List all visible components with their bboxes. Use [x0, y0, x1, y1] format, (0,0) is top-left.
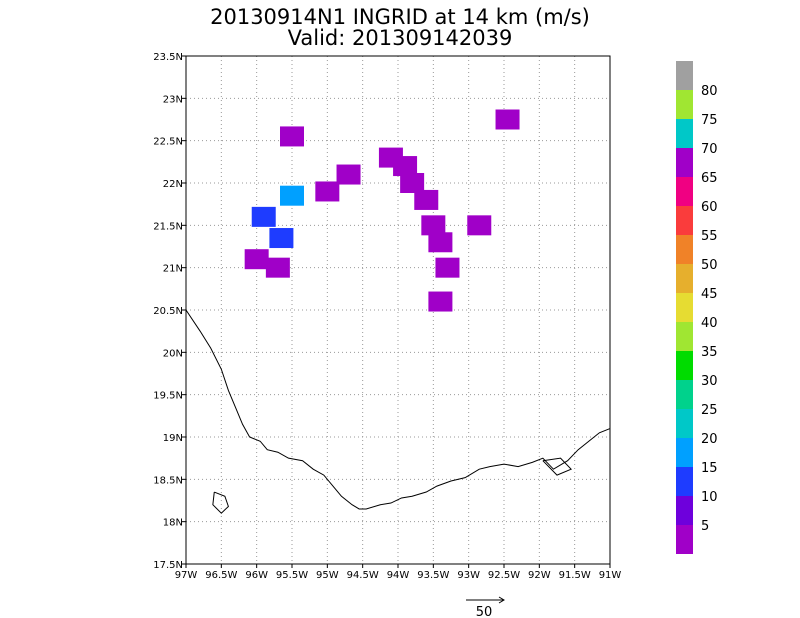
wind-cell — [467, 215, 492, 236]
coastline-lagoon — [542, 457, 572, 476]
colorbar-label: 35 — [701, 345, 718, 360]
x-tick-label: 92W — [528, 570, 551, 581]
colorbar-label: 65 — [701, 171, 718, 186]
gridlines — [186, 56, 610, 564]
y-tick-label: 23N — [163, 94, 183, 105]
wind-cell — [280, 126, 304, 147]
colorbar-swatch — [676, 119, 693, 148]
wind-cell — [244, 249, 269, 270]
coastline — [185, 309, 611, 514]
colorbar-label: 75 — [701, 113, 718, 128]
wind-cell — [269, 228, 294, 249]
colorbar-swatch — [676, 525, 693, 554]
x-tick-label: 92.5W — [488, 570, 520, 581]
x-tick-label: 96.5W — [205, 570, 237, 581]
wind-cell — [400, 173, 425, 193]
x-tick-label: 91W — [599, 570, 622, 581]
colorbar-swatch — [676, 61, 693, 90]
colorbar-label: 10 — [701, 490, 718, 505]
colorbar-swatch — [676, 293, 693, 322]
y-tick-label: 20N — [163, 348, 183, 359]
y-tick-label: 22.5N — [153, 137, 183, 148]
y-tick-label: 17.5N — [153, 560, 183, 571]
colorbar-swatch — [676, 496, 693, 525]
wind-cell — [315, 181, 340, 202]
colorbar-label: 20 — [701, 432, 718, 447]
x-tick-label: 94W — [387, 570, 410, 581]
wind-cell — [393, 156, 418, 177]
y-tick-label: 18N — [163, 518, 183, 529]
colorbar-swatch — [676, 467, 693, 496]
wind-cell — [336, 164, 361, 185]
wind-cell — [280, 185, 304, 206]
colorbar-label: 5 — [701, 519, 709, 534]
y-axis-ticks: 23.5N 23N 22.5N 22N 21.5N 21N 20.5N 20N 19.5N 19N… — [153, 52, 186, 571]
colorbar-label: 30 — [701, 374, 718, 389]
y-tick-label: 22N — [163, 179, 183, 190]
reference-vector-label: 50 — [476, 605, 493, 618]
wind-cell — [414, 189, 439, 210]
reference-vector: 50 — [466, 596, 505, 618]
colorbar-swatch — [676, 90, 693, 119]
colorbar-swatch — [676, 409, 693, 438]
colorbar: 5 10 15 20 25 30 35 40 45 50 55 60 65 70 75 80 — [676, 61, 718, 554]
colorbar-swatch — [676, 351, 693, 380]
colorbar-swatch — [676, 264, 693, 293]
x-tick-label: 95W — [316, 570, 339, 581]
colorbar-label: 60 — [701, 200, 718, 215]
wind-cell — [251, 206, 276, 227]
wind-cell — [428, 291, 453, 312]
y-tick-label: 23.5N — [153, 52, 183, 63]
y-tick-label: 21.5N — [153, 221, 183, 232]
x-axis-ticks: 97W 96.5W 96W 95.5W 95W 94.5W 94W 93.5W 93W 92.5W… — [175, 564, 622, 581]
colorbar-label: 55 — [701, 229, 718, 244]
wind-cells — [244, 109, 520, 312]
colorbar-swatch — [676, 322, 693, 351]
colorbar-label: 40 — [701, 316, 718, 331]
colorbar-label: 15 — [701, 461, 718, 476]
colorbar-swatch — [676, 438, 693, 467]
wind-cell — [428, 232, 453, 253]
colorbar-swatch — [676, 380, 693, 409]
x-tick-label: 93W — [457, 570, 480, 581]
x-tick-label: 96W — [245, 570, 268, 581]
wind-cell — [421, 215, 446, 236]
y-tick-label: 20.5N — [153, 306, 183, 317]
x-tick-label: 91.5W — [559, 570, 591, 581]
colorbar-label: 80 — [701, 84, 718, 99]
colorbar-swatch — [676, 235, 693, 264]
x-tick-label: 95.5W — [276, 570, 308, 581]
colorbar-label: 50 — [701, 258, 718, 273]
colorbar-swatch — [676, 148, 693, 177]
colorbar-label: 70 — [701, 142, 718, 157]
colorbar-label: 45 — [701, 287, 718, 302]
map-title: 20130914N1 INGRID at 14 km (m/s) — [210, 5, 590, 29]
colorbar-swatch — [676, 206, 693, 235]
wind-cell — [265, 257, 290, 278]
map-valid-time: Valid: 201309142039 — [287, 26, 513, 50]
x-tick-label: 94.5W — [347, 570, 379, 581]
colorbar-swatch — [676, 177, 693, 206]
y-tick-label: 19.5N — [153, 391, 183, 402]
x-tick-label: 97W — [175, 570, 198, 581]
y-tick-label: 21N — [163, 264, 183, 275]
y-tick-label: 19N — [163, 433, 183, 444]
reference-arrow-head — [498, 596, 505, 604]
coastline-lake — [212, 491, 229, 514]
coastline-gulf — [185, 309, 611, 510]
wind-cell — [435, 257, 460, 278]
colorbar-label: 25 — [701, 403, 718, 418]
wind-cell — [495, 109, 520, 130]
x-tick-label: 93.5W — [417, 570, 449, 581]
y-tick-label: 18.5N — [153, 475, 183, 486]
